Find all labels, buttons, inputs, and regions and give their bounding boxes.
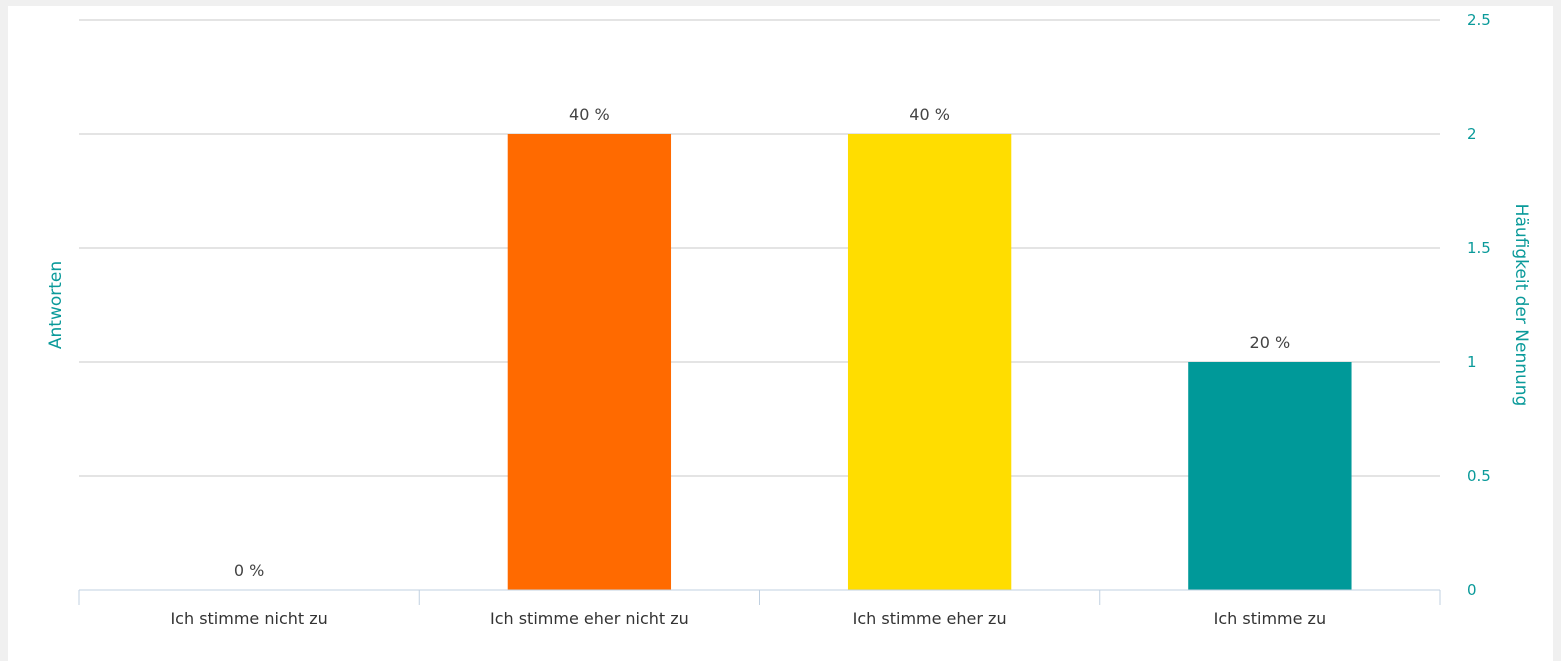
data-label: 20 % bbox=[1250, 333, 1291, 352]
x-axis bbox=[78, 589, 1441, 605]
data-label: 40 % bbox=[569, 105, 610, 124]
y-tick-label: 2.5 bbox=[1467, 11, 1491, 29]
x-tick-label: Ich stimme nicht zu bbox=[170, 609, 327, 628]
y-tick-label: 0.5 bbox=[1467, 467, 1491, 485]
x-tick-label: Ich stimme eher zu bbox=[853, 609, 1007, 628]
bar[interactable] bbox=[507, 134, 672, 590]
y-tick-label: 1 bbox=[1467, 353, 1477, 371]
bars bbox=[507, 134, 1352, 590]
y-tick-label: 2 bbox=[1467, 125, 1477, 143]
y-tick-label: 0 bbox=[1467, 581, 1477, 599]
y-tick-label: 1.5 bbox=[1467, 239, 1491, 257]
data-label: 0 % bbox=[234, 561, 264, 580]
data-label: 40 % bbox=[909, 105, 950, 124]
bar[interactable] bbox=[1188, 362, 1352, 590]
labels: 0 0.5 1 1.5 2 2.5 0 % Ich stimme nicht zu 40 % Ic… bbox=[170, 11, 1490, 628]
x-tick-label: Ich stimme zu bbox=[1214, 609, 1326, 628]
y-axis-title-left: Antworten bbox=[46, 261, 66, 349]
x-tick-label: Ich stimme eher nicht zu bbox=[490, 609, 689, 628]
bar[interactable] bbox=[847, 134, 1012, 590]
y-axis-title-right: Häufigkeit der Nennung bbox=[1511, 204, 1531, 407]
